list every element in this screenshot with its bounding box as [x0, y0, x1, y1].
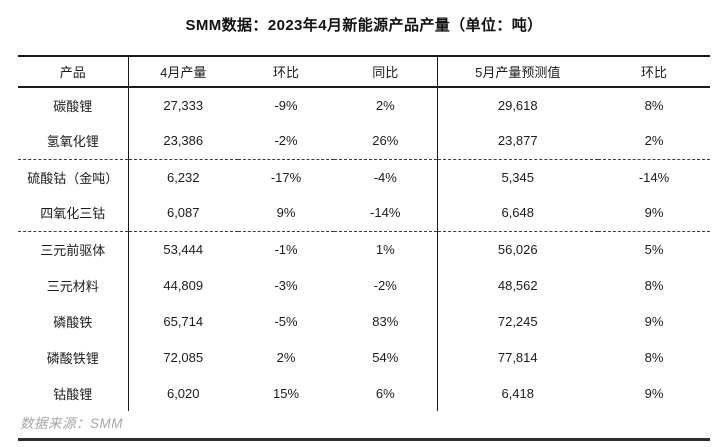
cell-may-forecast: 72,245	[497, 313, 538, 329]
cell-may-forecast: 56,026	[497, 241, 538, 257]
data-source-note: 数据来源：SMM	[20, 416, 123, 431]
cell-apr-mom: -5%	[274, 313, 298, 329]
cell-apr-output: 65,714	[163, 313, 204, 329]
cell-product: 磷酸铁	[18, 303, 129, 339]
cell-apr-output: 23,386	[128, 123, 238, 160]
table-row: 三元前驱体 53,444 -1% 1% 56,026 5%	[18, 231, 710, 267]
cell-product: 三元材料	[18, 267, 129, 303]
table-row: 三元材料 44,809 -3% -2% 48,562 8%	[18, 267, 710, 303]
cell-may-mom: 8%	[644, 98, 664, 113]
cell-apr-output: 72,085	[163, 349, 204, 365]
cell-may-mom: 5%	[644, 241, 664, 257]
cell-may-forecast: 29,618	[497, 98, 538, 113]
cell-apr-mom: 15%	[272, 385, 300, 401]
cell-apr-output: 6,020	[166, 385, 200, 401]
cell-apr-yoy: -2%	[334, 267, 438, 303]
cell-may-mom: 2%	[598, 123, 710, 160]
cell-may-mom: 8%	[644, 349, 664, 365]
bottom-divider	[18, 438, 710, 441]
cell-product: 钴酸锂	[18, 375, 129, 411]
header-apr-mom: 环比	[238, 55, 334, 88]
cell-apr-yoy: 26%	[334, 123, 438, 160]
table-row: 四氧化三钴 6,087 9% -14% 6,648 9%	[18, 195, 710, 232]
cell-apr-mom: -3%	[274, 277, 298, 293]
cell-apr-yoy: 54%	[334, 339, 438, 375]
header-product: 产品	[18, 55, 129, 88]
table-row: 磷酸铁 65,714 -5% 83% 72,245 9%	[18, 303, 710, 339]
cell-product: 三元前驱体	[18, 231, 129, 267]
cell-may-forecast: 5,345	[501, 169, 535, 185]
cell-may-mom: -14%	[638, 169, 670, 185]
table-row: 碳酸锂 27,333 -9% 2% 29,618 8%	[18, 87, 710, 123]
cell-apr-output: 6,087	[128, 195, 238, 232]
header-may-forecast: 5月产量预测值	[437, 55, 598, 88]
header-apr-yoy: 同比	[334, 55, 438, 88]
cell-product: 硫酸钴（金吨）	[18, 159, 129, 195]
cell-apr-yoy: 2%	[334, 87, 438, 123]
cell-product: 磷酸铁锂	[18, 339, 129, 375]
cell-apr-mom: 2%	[276, 349, 296, 365]
cell-apr-yoy: -4%	[334, 159, 438, 195]
cell-apr-mom: -1%	[274, 241, 298, 257]
cell-may-mom: 8%	[644, 277, 664, 293]
page-title: SMM数据：2023年4月新能源产品产量（单位：吨）	[185, 17, 543, 34]
cell-apr-yoy: 6%	[334, 375, 438, 411]
cell-apr-mom: 9%	[238, 195, 334, 232]
cell-apr-output: 44,809	[163, 277, 204, 293]
table-row: 磷酸铁锂 72,085 2% 54% 77,814 8%	[18, 339, 710, 375]
cell-may-forecast: 6,648	[437, 195, 598, 232]
cell-product: 四氧化三钴	[18, 195, 129, 232]
cell-product: 碳酸锂	[18, 87, 129, 123]
cell-may-forecast: 77,814	[497, 349, 538, 365]
cell-product: 氢氧化锂	[18, 123, 129, 160]
header-apr-output: 4月产量	[128, 55, 238, 88]
cell-apr-yoy: 1%	[334, 231, 438, 267]
production-table: 产品 4月产量 环比 同比 5月产量预测值 环比 碳酸锂 27,333 -9% …	[18, 55, 710, 411]
table-row: 硫酸钴（金吨） 6,232 -17% -4% 5,345 -14%	[18, 159, 710, 195]
cell-may-forecast: 6,418	[501, 385, 535, 401]
cell-apr-mom: -9%	[274, 98, 298, 113]
table-row: 氢氧化锂 23,386 -2% 26% 23,877 2%	[18, 123, 710, 160]
cell-may-mom: 9%	[644, 385, 664, 401]
cell-apr-yoy: 83%	[334, 303, 438, 339]
cell-apr-mom: -17%	[270, 169, 302, 185]
cell-apr-output: 53,444	[163, 241, 204, 257]
table-row: 钴酸锂 6,020 15% 6% 6,418 9%	[18, 375, 710, 411]
cell-apr-mom: -2%	[238, 123, 334, 160]
cell-apr-output: 6,232	[166, 169, 200, 185]
table-header-row: 产品 4月产量 环比 同比 5月产量预测值 环比	[18, 55, 710, 88]
cell-may-forecast: 23,877	[437, 123, 598, 160]
header-may-mom: 环比	[598, 55, 710, 88]
cell-apr-output: 27,333	[163, 98, 204, 113]
cell-may-mom: 9%	[644, 313, 664, 329]
cell-apr-yoy: -14%	[334, 195, 438, 232]
cell-may-mom: 9%	[598, 195, 710, 232]
cell-may-forecast: 48,562	[497, 277, 538, 293]
